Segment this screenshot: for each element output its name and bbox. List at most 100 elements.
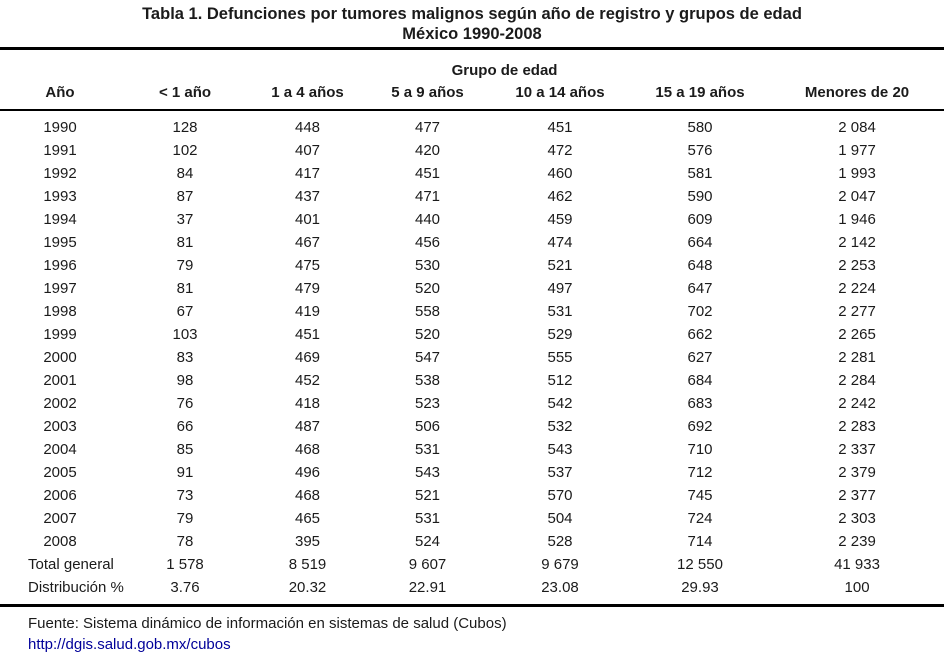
table-cell: 609 (687, 211, 713, 228)
table-cell: 529 (547, 326, 573, 343)
row-label: 1990 (43, 119, 77, 136)
row-label: Total general (28, 556, 114, 573)
table-cell: 37 (176, 211, 194, 228)
table-cell: 543 (414, 464, 441, 481)
table-cell: 512 (547, 372, 573, 389)
row-label: 1997 (43, 280, 77, 297)
column-header-menores-20: Menores de 20 (804, 84, 910, 101)
table-cell: 648 (687, 257, 713, 274)
column-header-5-9: 5 a 9 años (391, 84, 464, 101)
table-row: 1994 37 401 440 459 609 1 946 (0, 208, 944, 231)
table-cell: 2 084 (838, 119, 876, 136)
table-row: 1995 81 467 456 474 664 2 142 (0, 231, 944, 254)
table-cell: 531 (414, 510, 441, 527)
row-label: 2002 (43, 395, 77, 412)
bottom-rule (0, 604, 944, 607)
table-cell: 2 142 (838, 234, 876, 251)
table-row: 1993 87 437 471 462 590 2 047 (0, 185, 944, 208)
table-subtitle: México 1990-2008 (402, 25, 542, 43)
table-cell: 684 (687, 372, 713, 389)
table-header: Grupo de edad Año < 1 año 1 a 4 años 5 a… (0, 50, 944, 110)
table-row: 2000 83 469 547 555 627 2 281 (0, 346, 944, 369)
table-cell: 1 993 (838, 165, 876, 182)
table-cell: 547 (414, 349, 441, 366)
table-cell: 1 977 (838, 142, 876, 159)
table-cell: 683 (687, 395, 713, 412)
table-cell: 475 (294, 257, 321, 274)
table-cell: 128 (172, 119, 198, 136)
table-cell: 468 (294, 487, 321, 504)
table-cell: 745 (687, 487, 713, 504)
table-cell: 472 (547, 142, 573, 159)
row-label: 1998 (43, 303, 77, 320)
table-cell: 395 (294, 533, 321, 550)
table-cell: 85 (176, 441, 194, 458)
table-cell: 469 (294, 349, 321, 366)
source-note: Fuente: Sistema dinámico de información … (28, 615, 507, 632)
table-cell: 555 (547, 349, 573, 366)
row-label: 2006 (43, 487, 77, 504)
table-cell: 91 (176, 464, 194, 481)
table-cell: 710 (687, 441, 713, 458)
table-row: 2003 66 487 506 532 692 2 283 (0, 415, 944, 438)
row-label: Distribución % (28, 579, 124, 596)
table-cell: 460 (547, 165, 573, 182)
table-cell: 87 (176, 188, 194, 205)
row-label: 2008 (43, 533, 77, 550)
table-row: 2007 79 465 531 504 724 2 303 (0, 507, 944, 530)
table-cell: 465 (294, 510, 321, 527)
column-header-1-4: 1 a 4 años (271, 84, 344, 101)
table-cell: 1 578 (166, 556, 204, 573)
column-header-ano: Año (45, 84, 75, 101)
table-row: 1992 84 417 451 460 581 1 993 (0, 162, 944, 185)
table-cell: 647 (687, 280, 713, 297)
table-cell: 1 946 (838, 211, 876, 228)
table-cell: 474 (547, 234, 573, 251)
table-cell: 9 607 (408, 556, 447, 573)
row-label: 2004 (43, 441, 77, 458)
table-cell: 103 (172, 326, 198, 343)
table-row: 2001 98 452 538 512 684 2 284 (0, 369, 944, 392)
table-cell: 479 (294, 280, 321, 297)
table-cell: 79 (176, 510, 194, 527)
table-cell: 531 (547, 303, 573, 320)
table-cell: 558 (414, 303, 441, 320)
table-cell: 29.93 (681, 579, 719, 596)
table-cell: 471 (414, 188, 441, 205)
table-cell: 2 265 (838, 326, 876, 343)
table-row: 2005 91 496 543 537 712 2 379 (0, 461, 944, 484)
table-cell: 532 (547, 418, 573, 435)
table-cell: 521 (547, 257, 573, 274)
table-cell: 504 (547, 510, 573, 527)
table-cell: 98 (176, 372, 194, 389)
table-cell: 2 377 (838, 487, 876, 504)
column-header-row: Año < 1 año 1 a 4 años 5 a 9 años 10 a 1… (0, 79, 944, 110)
table-cell: 477 (414, 119, 441, 136)
table-row: 2006 73 468 521 570 745 2 377 (0, 484, 944, 507)
table-cell: 664 (687, 234, 713, 251)
table-cell: 590 (687, 188, 713, 205)
row-label: 1999 (43, 326, 77, 343)
group-header-spacer (0, 50, 120, 79)
table-cell: 102 (172, 142, 198, 159)
source-link[interactable]: http://dgis.salud.gob.mx/cubos (28, 636, 231, 653)
row-label: 2003 (43, 418, 77, 435)
table-cell: 2 239 (838, 533, 876, 550)
table-cell: 662 (687, 326, 713, 343)
table-cell: 451 (414, 165, 441, 182)
table-cell: 702 (687, 303, 713, 320)
table-cell: 417 (294, 165, 321, 182)
table-cell: 530 (414, 257, 441, 274)
table-cell: 81 (176, 280, 194, 297)
table-cell: 524 (414, 533, 441, 550)
table-cell: 714 (687, 533, 713, 550)
table-cell: 452 (294, 372, 321, 389)
table-cell: 467 (294, 234, 321, 251)
table-cell: 448 (294, 119, 321, 136)
table-cell: 528 (547, 533, 573, 550)
table-row: 1996 79 475 530 521 648 2 253 (0, 254, 944, 277)
row-label: 1996 (43, 257, 77, 274)
table-cell: 2 047 (838, 188, 876, 205)
table-row: Total general 1 578 8 519 9 607 9 679 12 550 4… (0, 553, 944, 576)
